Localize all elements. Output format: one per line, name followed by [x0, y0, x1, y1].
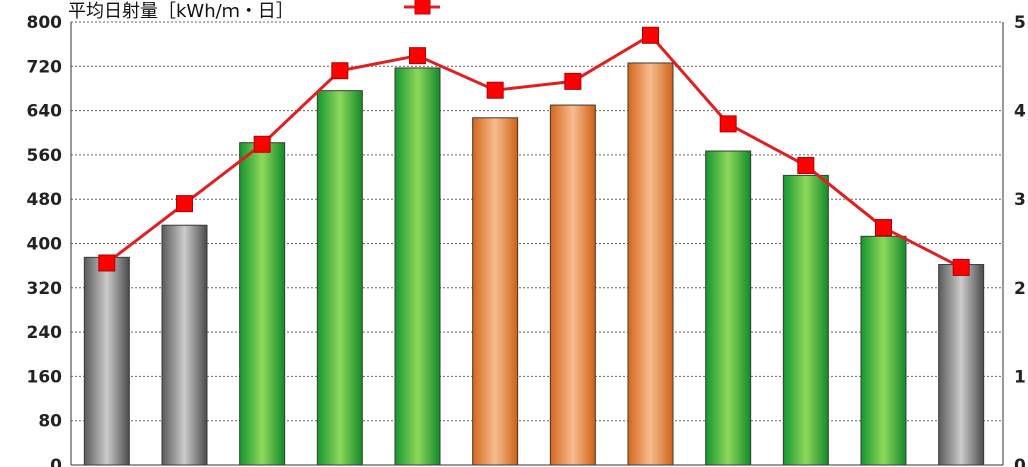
line-point — [176, 195, 193, 213]
line-point — [409, 47, 426, 65]
legend-label: 平均日射量［kWh/ｍ・日］ — [68, 1, 294, 22]
bar — [627, 62, 674, 466]
left-tick-label: 0 — [50, 456, 62, 467]
bars — [83, 62, 985, 466]
line-point — [98, 254, 116, 272]
legend: 平均日射量［kWh/ｍ・日］ — [68, 0, 440, 22]
bar — [394, 67, 441, 466]
line-point — [331, 62, 349, 80]
line-point — [642, 26, 659, 44]
line-point — [952, 258, 970, 276]
right-tick-label: 1 — [1014, 367, 1026, 387]
left-tick-label: 80 — [38, 412, 62, 432]
line-series — [98, 26, 970, 276]
right-tick-label: 4 — [1014, 102, 1026, 122]
line-point — [564, 72, 582, 90]
left-tick-label: 480 — [27, 190, 63, 210]
bar — [938, 264, 985, 466]
left-tick-label: 320 — [27, 279, 63, 299]
left-tick-label: 720 — [27, 57, 63, 77]
line-point — [486, 81, 504, 99]
left-tick-label: 560 — [27, 146, 63, 166]
grid-lines — [70, 21, 1004, 466]
line-point — [253, 135, 271, 153]
bar — [161, 224, 208, 466]
line-point — [875, 219, 892, 237]
right-tick-label: 3 — [1014, 190, 1026, 210]
legend-marker — [414, 0, 431, 15]
right-tick-label: 2 — [1014, 279, 1026, 299]
bar — [782, 174, 829, 466]
right-tick-label: 0 — [1014, 456, 1026, 467]
bar — [239, 142, 286, 466]
bar — [316, 90, 363, 466]
left-tick-label: 160 — [27, 367, 63, 387]
bar — [549, 104, 596, 466]
left-tick-label: 800 — [27, 13, 63, 33]
bar — [860, 235, 907, 466]
bar — [83, 256, 130, 466]
line-point — [719, 115, 737, 133]
right-axis: 0 1 2 3 4 5 — [1014, 13, 1026, 467]
series-line — [105, 33, 962, 269]
right-tick-label: 5 — [1014, 13, 1026, 33]
bar — [705, 150, 752, 466]
line-point — [797, 157, 815, 175]
left-axis: 0 80 160 240 320 400 480 560 640 720 800 — [27, 13, 63, 467]
left-tick-label: 640 — [27, 102, 63, 122]
bar — [472, 117, 519, 466]
left-tick-label: 240 — [27, 323, 63, 343]
left-tick-label: 400 — [27, 235, 63, 255]
